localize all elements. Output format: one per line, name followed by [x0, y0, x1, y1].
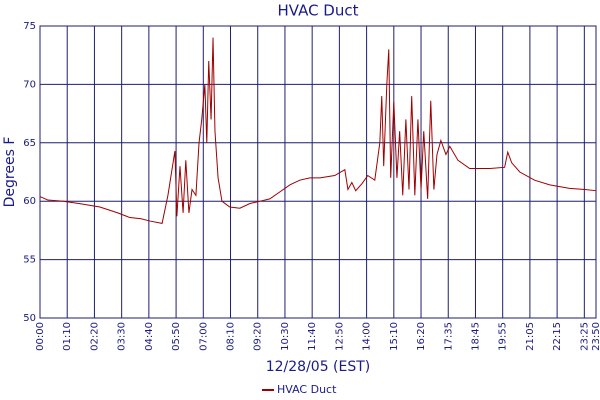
x-tick-label: 11:40: [307, 322, 318, 351]
x-tick-label: 09:20: [253, 322, 264, 351]
x-tick-label: 22:15: [552, 322, 563, 351]
y-tick-label: 70: [23, 79, 36, 90]
x-tick-label: 12:50: [334, 322, 345, 351]
x-tick-label: 16:20: [416, 322, 427, 351]
y-axis-title: Degrees F: [2, 137, 18, 208]
x-tick-label: 18:45: [470, 322, 481, 351]
x-tick-label: 02:20: [89, 322, 100, 351]
plot-area: [39, 25, 597, 319]
chart-title: HVAC Duct: [277, 2, 358, 20]
legend-label: HVAC Duct: [277, 383, 337, 396]
x-tick-label: 08:10: [226, 322, 237, 351]
y-tick-label: 75: [23, 21, 36, 32]
x-tick-label: 21:05: [525, 322, 536, 351]
x-tick-label: 14:00: [362, 322, 373, 351]
x-tick-label: 01:10: [62, 322, 73, 351]
x-tick-label: 05:50: [171, 322, 182, 351]
data-line: [39, 37, 597, 224]
y-tick-label: 60: [23, 196, 36, 207]
x-tick-label: 00:00: [35, 322, 46, 351]
y-tick-label: 55: [23, 255, 36, 266]
x-tick-label: 10:30: [280, 322, 291, 351]
y-tick-label: 50: [23, 313, 36, 324]
x-tick-label: 15:10: [389, 322, 400, 351]
x-tick-label: 04:40: [144, 322, 155, 351]
x-tick-label: 17:35: [443, 322, 454, 351]
x-axis-title: 12/28/05 (EST): [266, 359, 371, 375]
x-tick-label: 07:00: [198, 322, 209, 351]
x-tick-label: 19:55: [498, 322, 509, 351]
x-tick-label: 23:50: [591, 322, 600, 351]
x-tick-label: 23:25: [579, 322, 590, 351]
x-tick-label: 03:30: [117, 322, 128, 351]
y-tick-label: 65: [23, 138, 36, 149]
